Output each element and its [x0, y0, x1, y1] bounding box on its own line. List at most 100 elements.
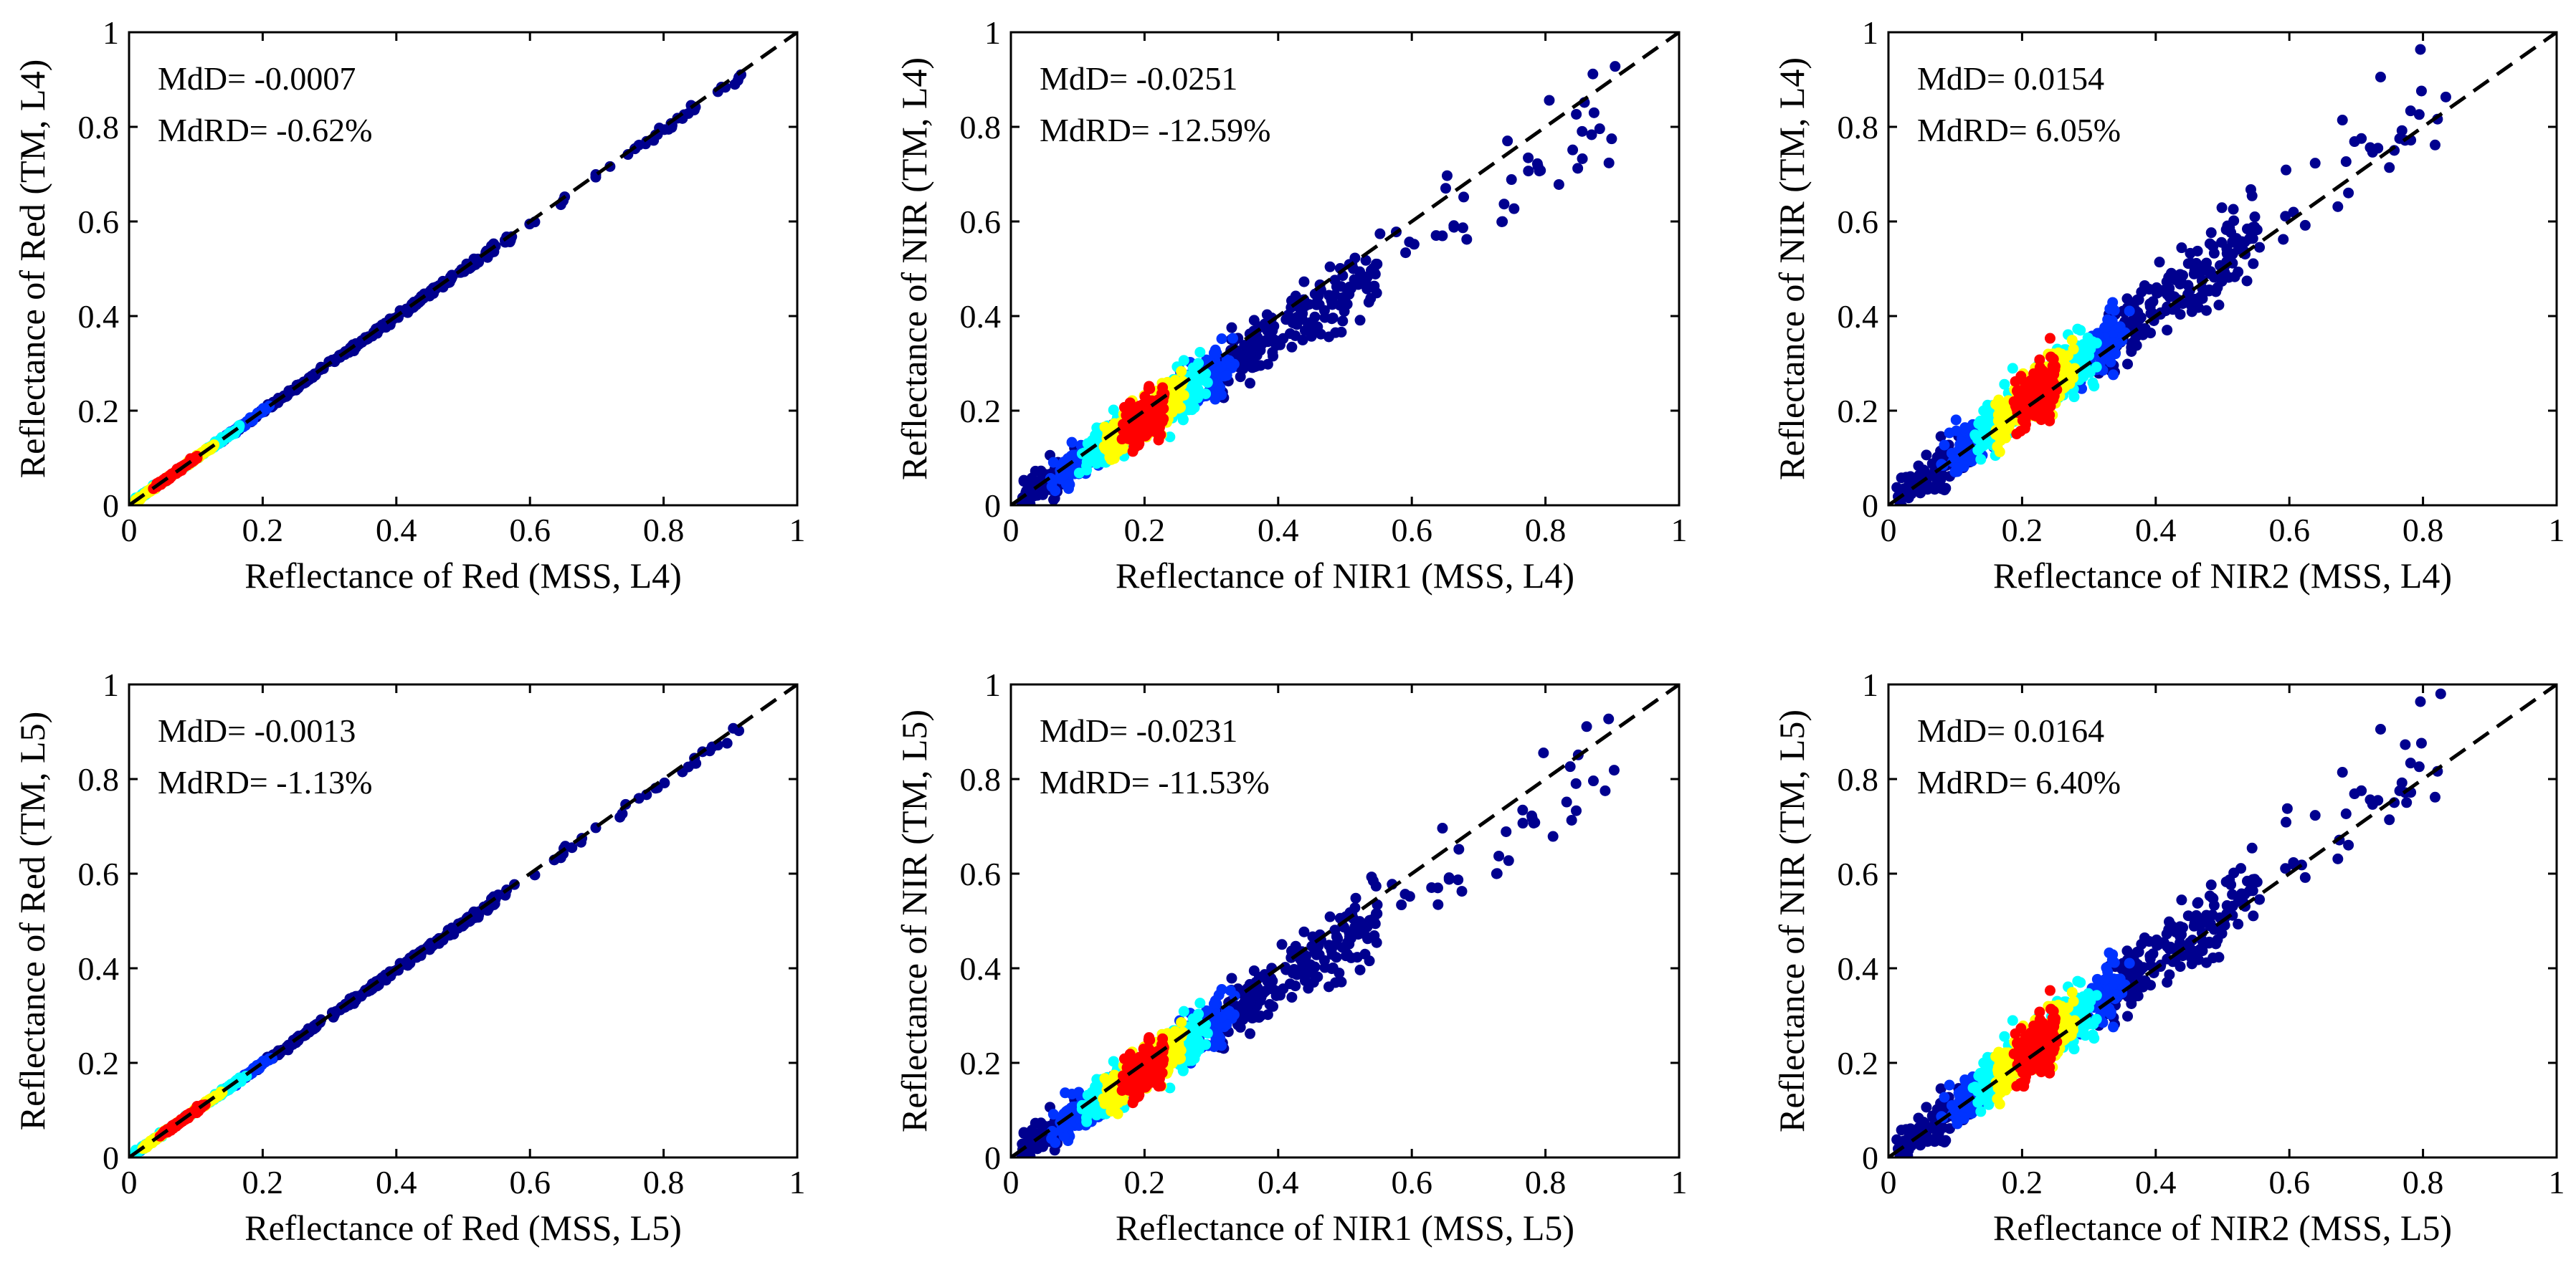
y-tick-label: 0.2 — [960, 393, 1002, 429]
x-tick-label: 0.4 — [376, 1164, 417, 1200]
mdrd-annotation: MdRD= -1.13% — [158, 764, 372, 801]
scatter-point — [1286, 945, 1298, 957]
scatter-point — [1606, 133, 1617, 145]
scatter-point — [1226, 973, 1237, 984]
scatter-point — [1354, 315, 1366, 326]
scatter-point — [1047, 1127, 1059, 1138]
x-tick-label: 0.6 — [2268, 512, 2310, 548]
plot-area — [1011, 684, 1679, 1157]
scatter-point — [2225, 226, 2237, 238]
scatter-point — [1566, 814, 1577, 826]
x-tick-label: 0.8 — [2402, 512, 2444, 548]
scatter-point — [2281, 164, 2292, 176]
scatter-point — [1594, 123, 1605, 135]
scatter-point — [2229, 271, 2240, 282]
scatter-point — [1305, 959, 1316, 970]
scatter-point — [1081, 464, 1093, 476]
scatter-point — [1369, 930, 1380, 942]
y-tick-label: 0.8 — [1838, 109, 1879, 145]
scatter-point — [1329, 925, 1341, 936]
scatter-point — [1443, 874, 1455, 885]
scatter-point — [1523, 166, 1534, 177]
scatter-point — [2278, 234, 2289, 245]
scatter-point — [1571, 108, 1582, 120]
scatter-point — [1330, 977, 1341, 988]
chart-panel-5: 0 0.2 0.4 0.6 0.8 100.20.40.60.81Reflectance … — [894, 667, 1688, 1248]
scatter-point — [1133, 438, 1145, 449]
y-tick-label: 0.4 — [78, 298, 120, 335]
scatter-point — [2144, 301, 2156, 312]
scatter-point — [1458, 191, 1470, 203]
scatter-point — [1349, 274, 1360, 285]
scatter-point — [2151, 282, 2162, 293]
scatter-point — [1194, 346, 1206, 358]
y-tick-label: 0.2 — [78, 1045, 120, 1082]
scatter-point — [1354, 964, 1366, 975]
scatter-point — [1109, 449, 1121, 461]
scatter-point — [1366, 872, 1377, 883]
scatter-point — [2162, 325, 2173, 336]
scatter-point — [1245, 378, 1256, 389]
scatter-point — [1994, 446, 2005, 457]
scatter-point — [1225, 985, 1236, 996]
scatter-point — [2030, 410, 2042, 421]
scatter-point — [1369, 280, 1380, 292]
x-axis-title: Reflectance of NIR2 (MSS, L4) — [1993, 555, 2452, 596]
chart-panel-1: 0 0.2 0.4 0.6 0.8 100.20.40.60.81Reflectance … — [12, 14, 806, 596]
scatter-point — [1587, 775, 1599, 787]
y-tick-label: 0.4 — [960, 298, 1002, 335]
scatter-point — [1567, 144, 1579, 156]
scatter-point — [2099, 322, 2111, 333]
scatter-point — [2047, 361, 2058, 372]
scatter-point — [1276, 939, 1288, 950]
scatter-point — [2299, 219, 2311, 231]
x-tick-label: 0.2 — [242, 512, 284, 548]
y-tick-label: 0.6 — [960, 204, 1002, 240]
scatter-point — [1399, 889, 1411, 900]
scatter-point — [1526, 810, 1538, 821]
x-tick-label: 1 — [2549, 512, 2565, 548]
scatter-point — [2375, 71, 2386, 82]
x-tick-label: 1 — [1671, 512, 1688, 548]
scatter-point — [1523, 152, 1534, 163]
scatter-point — [1208, 348, 1220, 359]
scatter-point — [1564, 761, 1576, 773]
scatter-point — [1239, 990, 1250, 1001]
scatter-point — [1245, 348, 1257, 359]
y-axis-title: Reflectance of NIR (TM, L4) — [894, 57, 934, 480]
chart-panel-4: 0 0.2 0.4 0.6 0.8 100.20.40.60.81Reflectance … — [12, 667, 806, 1248]
scatter-point — [2280, 211, 2291, 222]
x-tick-label: 1 — [789, 1164, 806, 1200]
scatter-point — [1226, 322, 1237, 333]
scatter-point — [2227, 237, 2238, 248]
scatter-point — [2161, 276, 2172, 287]
scatter-point — [1493, 850, 1505, 861]
scatter-point — [2309, 158, 2321, 169]
scatter-point — [1268, 1001, 1279, 1012]
scatter-point — [2028, 379, 2039, 391]
scatter-point — [1577, 125, 1588, 137]
y-tick-label: 1 — [103, 667, 119, 703]
x-tick-label: 0 — [1003, 512, 1020, 548]
chart-panel-2: 0 0.2 0.4 0.6 0.8 100.20.40.60.81Reflectance … — [894, 14, 1688, 596]
y-tick-label: 1 — [1862, 14, 1878, 51]
reference-line — [1888, 32, 2557, 505]
scatter-point — [1064, 479, 1075, 490]
scatter-point — [1610, 61, 1621, 72]
scatter-point — [659, 777, 670, 788]
scatter-point — [446, 925, 457, 937]
scatter-point — [1975, 454, 1987, 465]
scatter-point — [2106, 302, 2118, 313]
scatter-point — [1603, 157, 1615, 168]
scatter-point — [1326, 299, 1338, 310]
scatter-point — [1216, 984, 1227, 996]
scatter-point — [662, 123, 674, 135]
scatter-point — [2192, 245, 2203, 257]
mdd-annotation: MdD= 0.0154 — [1917, 60, 2104, 97]
scatter-point — [1337, 315, 1349, 327]
scatter-point — [1441, 170, 1453, 181]
chart-panel-3: 0 0.2 0.4 0.6 0.8 100.20.40.60.81Reflectance … — [1772, 14, 2565, 596]
scatter-point — [1364, 955, 1375, 967]
scatter-point — [1298, 276, 1310, 287]
y-tick-label: 0.8 — [960, 109, 1002, 145]
